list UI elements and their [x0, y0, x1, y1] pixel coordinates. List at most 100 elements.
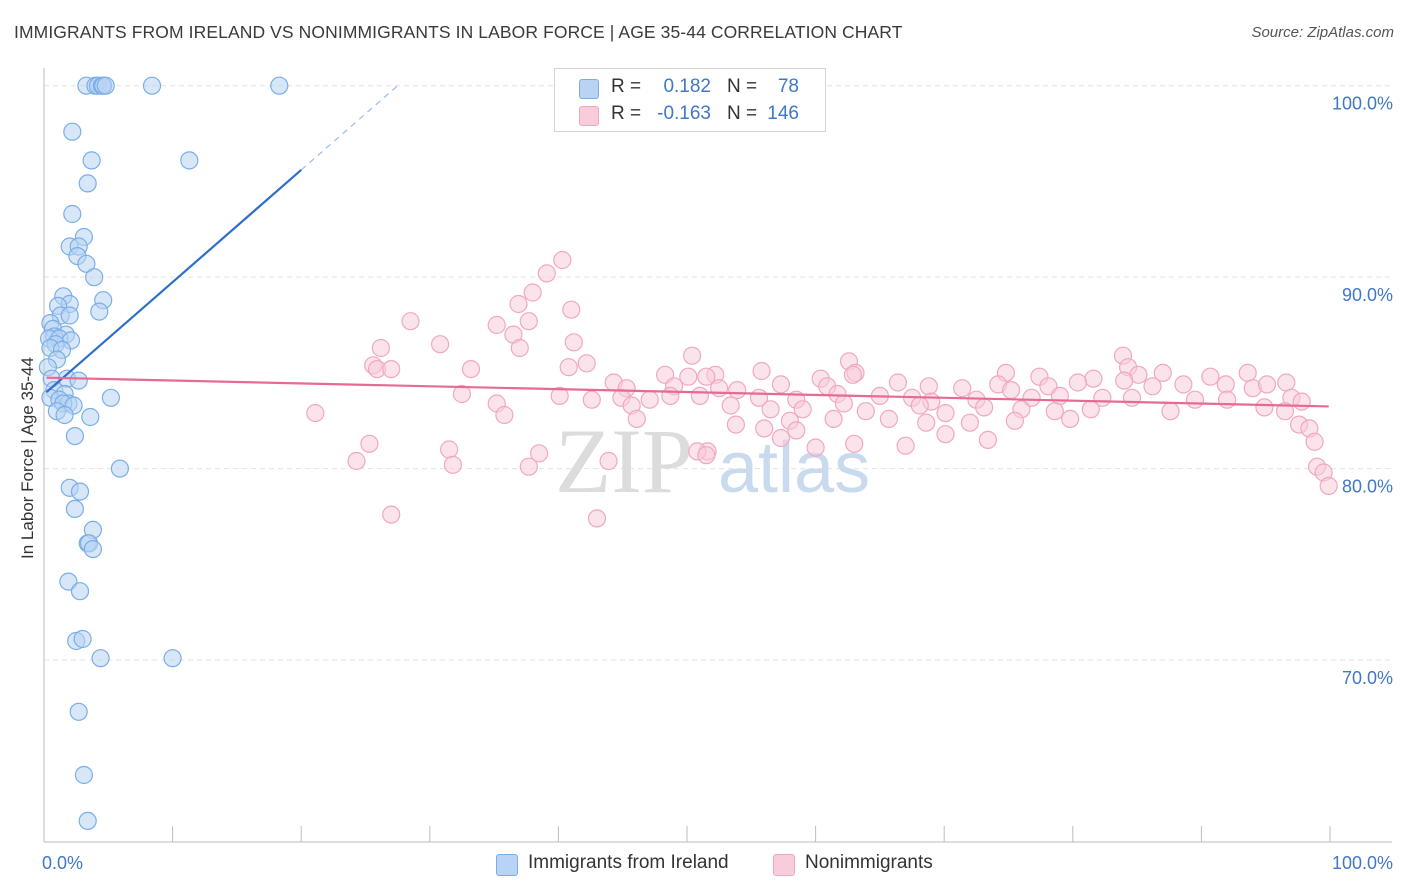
nonimmigrant-point	[509, 294, 528, 314]
nonimmigrant-point	[752, 361, 771, 381]
nonimmigrant-point	[347, 451, 366, 471]
legend-n-label: N =	[727, 103, 758, 124]
nonimmigrant-point	[360, 434, 379, 453]
legend-n-value: 78	[777, 76, 799, 97]
ireland-point	[70, 482, 90, 501]
nonimmigrant-point	[856, 402, 875, 421]
ireland-point	[70, 582, 90, 601]
nonimmigrant-point	[1115, 371, 1134, 390]
nonimmigrant-point	[1068, 373, 1088, 392]
x-tick-label-min: 0.0%	[42, 853, 83, 873]
ireland-point	[69, 702, 88, 721]
bottom-legend-swatch-blue	[496, 854, 518, 876]
ireland-point	[65, 427, 85, 446]
nonimmigrant-point	[960, 413, 980, 432]
legend-n-value: 146	[767, 103, 799, 124]
nonimmigrant-point	[978, 430, 998, 449]
nonimmigrant-point	[1143, 377, 1162, 396]
nonimmigrant-point	[690, 386, 710, 405]
nonimmigrant-point	[1305, 432, 1324, 451]
ireland-point	[63, 204, 82, 224]
nonimmigrant-point	[679, 367, 698, 386]
nonimmigrant-point	[440, 440, 459, 459]
nonimmigrant-point	[728, 381, 747, 400]
series-ireland	[38, 76, 289, 831]
legend-swatch-pink	[579, 106, 599, 126]
legend-row-ireland: R = 0.182 N = 78	[555, 74, 825, 100]
nonimmigrant-point	[587, 509, 607, 528]
nonimmigrant-point	[371, 338, 390, 358]
nonimmigrant-point	[953, 379, 972, 398]
watermark-atlas: atlas	[718, 428, 870, 508]
nonimmigrant-point	[919, 377, 938, 396]
legend-r-value: 0.182	[663, 76, 711, 97]
nonimmigrant-point	[431, 335, 450, 354]
nonimmigrant-point	[1174, 375, 1193, 394]
legend-r-value: -0.163	[657, 103, 711, 124]
nonimmigrant-point	[910, 396, 929, 415]
nonimmigrant-point	[771, 428, 791, 448]
ireland-point	[110, 459, 130, 478]
nonimmigrant-point	[1257, 375, 1277, 394]
chart-source: Source: ZipAtlas.com	[1251, 24, 1394, 41]
nonimmigrant-point	[1292, 392, 1311, 411]
legend-r-label: R =	[611, 76, 642, 97]
nonimmigrant-point	[577, 354, 596, 373]
nonimmigrant-point	[1185, 390, 1205, 409]
nonimmigrant-point	[553, 250, 572, 270]
nonimmigrant-point	[1216, 375, 1235, 394]
legend-n-label: N =	[727, 76, 758, 97]
nonimmigrant-point	[771, 375, 791, 394]
axes	[43, 68, 1392, 843]
ireland-point	[78, 811, 97, 831]
nonimmigrant-trend-line	[46, 376, 1329, 408]
ireland-point	[101, 388, 121, 407]
nonimmigrant-point	[755, 419, 774, 438]
nonimmigrant-point	[697, 446, 716, 465]
ireland-point	[78, 174, 97, 193]
nonimmigrant-point	[559, 358, 578, 377]
nonimmigrant-point	[1217, 390, 1237, 409]
ireland-point	[63, 122, 82, 141]
nonimmigrant-point	[510, 338, 529, 358]
ireland-point	[73, 629, 92, 649]
series-layer	[38, 76, 1338, 831]
nonimmigrant-point	[1081, 400, 1100, 419]
nonimmigrant-point	[697, 367, 716, 386]
ireland-point	[65, 499, 85, 518]
chart-title: IMMIGRANTS FROM IRELAND VS NONIMMIGRANTS…	[14, 22, 903, 42]
nonimmigrant-point	[382, 505, 401, 524]
nonimmigrant-point	[562, 300, 581, 319]
nonimmigrant-point	[721, 396, 740, 415]
nonimmigrant-point	[879, 409, 899, 428]
ireland-point	[83, 539, 103, 559]
nonimmigrant-point	[1022, 388, 1041, 407]
nonimmigrant-point	[1001, 381, 1021, 400]
ireland-point	[180, 151, 199, 170]
nonimmigrant-point	[529, 444, 549, 463]
nonimmigrant-point	[936, 425, 955, 444]
nonimmigrant-point	[1238, 363, 1257, 382]
watermark: ZIP atlas	[555, 410, 870, 512]
nonimmigrant-point	[519, 457, 538, 476]
nonimmigrant-point	[519, 312, 538, 331]
nonimmigrant-point	[306, 404, 325, 423]
nonimmigrant-point	[452, 384, 471, 404]
y-tick-label: 70.0%	[1342, 668, 1393, 688]
bottom-legend-swatch-pink	[773, 854, 795, 876]
nonimmigrant-point	[974, 398, 994, 417]
correlation-legend: R = 0.182 N = 78 R = -0.163 N = 146	[554, 68, 826, 132]
nonimmigrant-point	[487, 315, 506, 335]
ireland-point	[85, 268, 104, 287]
nonimmigrant-point	[582, 390, 601, 409]
nonimmigrant-point	[640, 390, 659, 409]
nonimmigrant-point	[382, 360, 401, 379]
legend-swatch-blue	[579, 79, 599, 99]
series-nonimmigrants	[306, 250, 1338, 528]
ireland-trend-extension	[300, 85, 399, 171]
legend-row-nonimmigrants: R = -0.163 N = 146	[555, 101, 825, 127]
nonimmigrant-point	[523, 283, 542, 302]
nonimmigrant-point	[495, 405, 514, 425]
bottom-legend-label-ireland: Immigrants from Ireland	[528, 852, 729, 873]
